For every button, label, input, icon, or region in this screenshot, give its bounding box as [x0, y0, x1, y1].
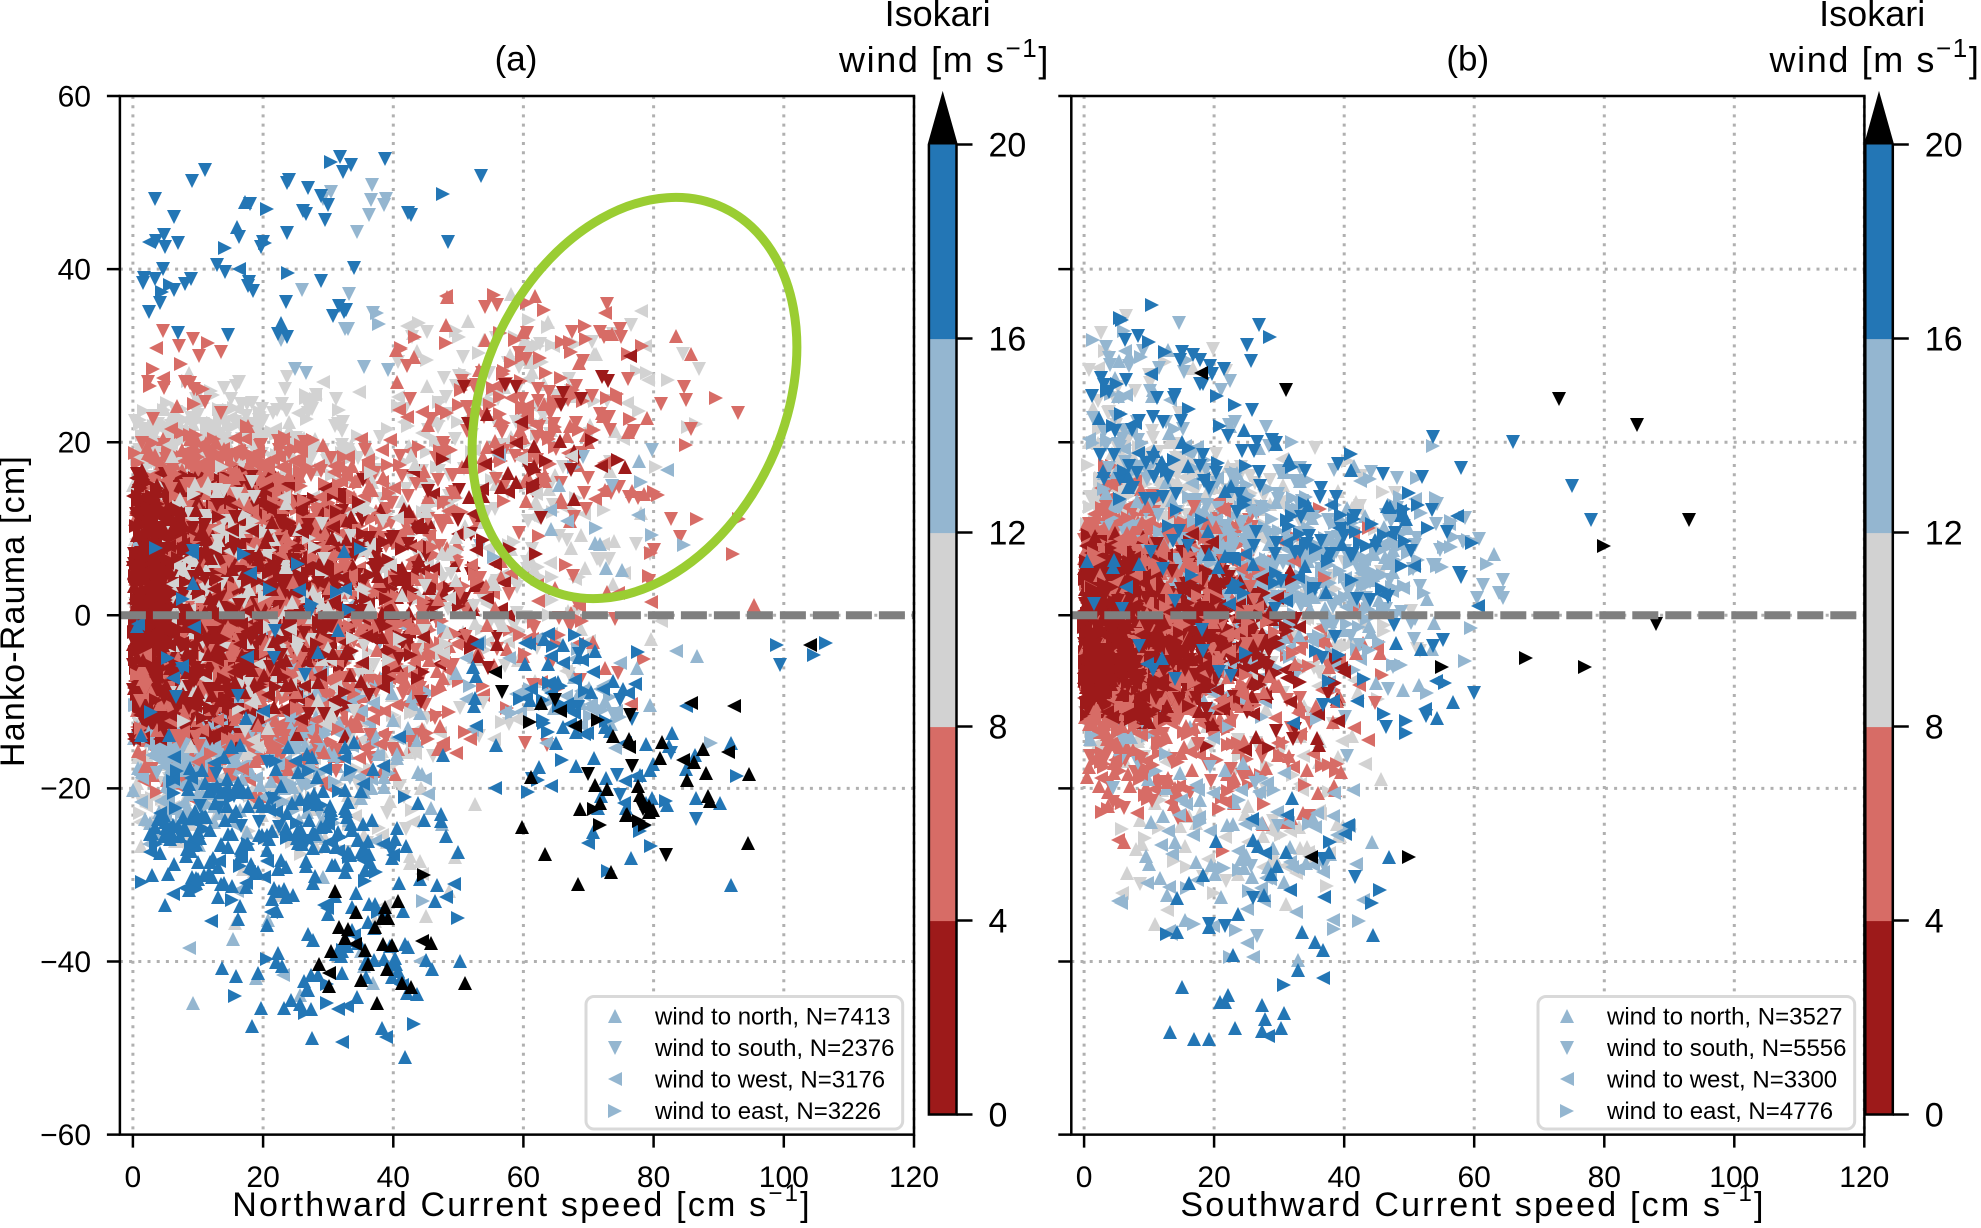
svg-text:8: 8: [989, 709, 1008, 747]
svg-text:Southward Current speed [cm s−: Southward Current speed [cm s−1]: [1180, 1180, 1765, 1224]
svg-text:wind to west, N=3300: wind to west, N=3300: [1606, 1067, 1837, 1094]
svg-text:60: 60: [1458, 1161, 1491, 1194]
svg-text:Northward Current speed [cm s−: Northward Current speed [cm s−1]: [232, 1180, 812, 1224]
svg-text:8: 8: [1925, 709, 1944, 747]
svg-text:100: 100: [1709, 1161, 1759, 1194]
svg-text:Hanko-Rauma [cm]: Hanko-Rauma [cm]: [0, 455, 32, 767]
svg-text:80: 80: [1588, 1161, 1621, 1194]
svg-text:4: 4: [1925, 903, 1944, 941]
svg-text:20: 20: [246, 1161, 279, 1194]
svg-text:40: 40: [377, 1161, 410, 1194]
svg-text:120: 120: [1839, 1161, 1889, 1194]
svg-text:−20: −20: [40, 773, 91, 806]
svg-text:0: 0: [74, 600, 91, 633]
svg-text:−40: −40: [40, 946, 91, 979]
svg-text:wind to east, N=4776: wind to east, N=4776: [1606, 1098, 1833, 1125]
svg-text:wind to south, N=2376: wind to south, N=2376: [654, 1035, 895, 1062]
svg-text:wind to east, N=3226: wind to east, N=3226: [654, 1098, 881, 1125]
svg-text:20: 20: [1925, 127, 1963, 165]
svg-text:12: 12: [1925, 515, 1963, 553]
svg-text:60: 60: [58, 80, 91, 113]
svg-text:40: 40: [58, 253, 91, 286]
svg-text:0: 0: [1076, 1161, 1093, 1194]
svg-text:80: 80: [637, 1161, 670, 1194]
svg-text:4: 4: [989, 903, 1008, 941]
svg-text:Isokari: Isokari: [1819, 0, 1925, 34]
svg-text:−60: −60: [40, 1119, 91, 1152]
svg-text:16: 16: [1925, 321, 1963, 359]
svg-text:0: 0: [1925, 1097, 1944, 1135]
svg-text:20: 20: [58, 427, 91, 460]
svg-text:60: 60: [507, 1161, 540, 1194]
svg-text:wind to west, N=3176: wind to west, N=3176: [654, 1067, 885, 1094]
svg-text:(a): (a): [495, 40, 538, 79]
svg-text:12: 12: [989, 515, 1027, 553]
svg-text:20: 20: [1197, 1161, 1230, 1194]
svg-text:wind to north, N=7413: wind to north, N=7413: [654, 1004, 891, 1031]
svg-text:40: 40: [1328, 1161, 1361, 1194]
svg-text:16: 16: [989, 321, 1027, 359]
svg-text:0: 0: [989, 1097, 1008, 1135]
svg-text:0: 0: [125, 1161, 142, 1194]
svg-text:100: 100: [759, 1161, 809, 1194]
svg-text:wind to south, N=5556: wind to south, N=5556: [1606, 1035, 1847, 1062]
svg-text:120: 120: [889, 1161, 939, 1194]
svg-text:Isokari: Isokari: [885, 0, 991, 34]
svg-text:20: 20: [989, 127, 1027, 165]
svg-text:wind to north, N=3527: wind to north, N=3527: [1606, 1004, 1843, 1031]
svg-text:(b): (b): [1446, 40, 1489, 79]
